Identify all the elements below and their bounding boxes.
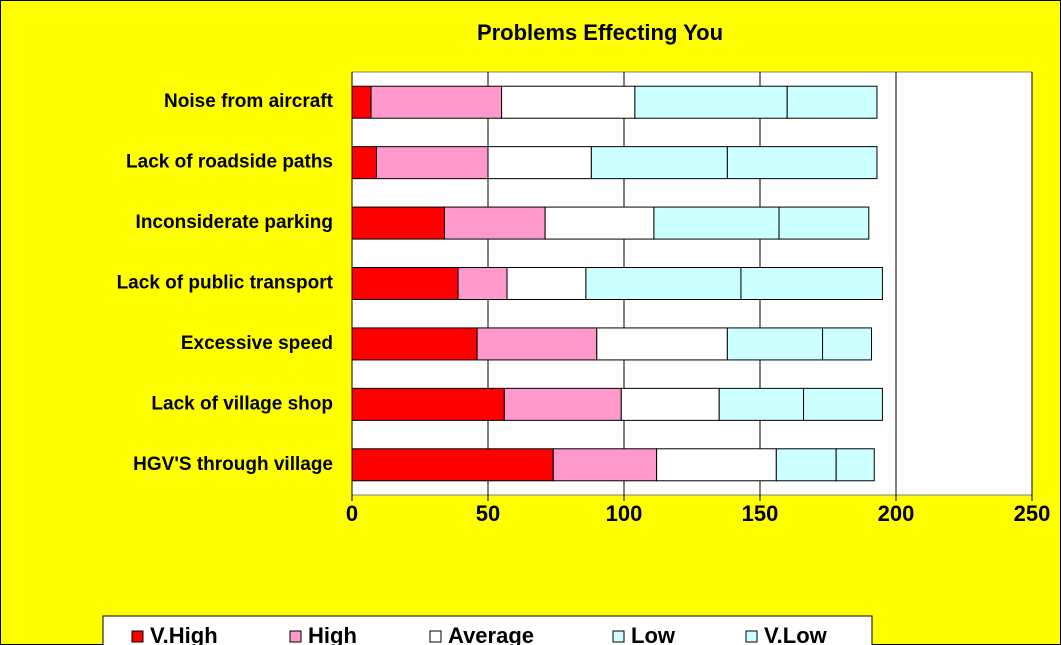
legend-label: V.Low — [764, 623, 828, 645]
bar-segment — [503, 387, 622, 421]
y-tick-label: HGV'S through village — [133, 454, 333, 475]
x-tick-label: 50 — [476, 501, 500, 526]
bar-segment — [786, 85, 878, 119]
x-tick-label: 0 — [346, 501, 358, 526]
bar-segment — [596, 327, 728, 361]
legend-swatch — [612, 630, 625, 643]
bar-segment — [375, 146, 489, 180]
bar-segment — [634, 85, 788, 119]
bar-segment — [803, 387, 883, 421]
x-tick-label: 250 — [1014, 501, 1051, 526]
bar-segment — [501, 85, 636, 119]
legend-box — [102, 615, 873, 645]
y-tick-label: Lack of roadside paths — [126, 152, 333, 173]
legend-swatch — [131, 630, 144, 643]
x-tick-label: 200 — [878, 501, 915, 526]
bar-segment — [620, 387, 720, 421]
bar-segment — [835, 448, 875, 482]
bar-segment — [778, 206, 870, 240]
bar-segment — [351, 387, 505, 421]
bar-segment — [443, 206, 546, 240]
bar-segment — [351, 267, 459, 300]
legend-label: V.High — [150, 623, 218, 645]
legend-swatch — [429, 630, 442, 643]
x-tick-label: 150 — [742, 501, 779, 526]
bar-segment — [656, 448, 777, 482]
bar-segment — [351, 146, 377, 180]
y-tick-label: Lack of public transport — [117, 273, 334, 294]
bar-segment — [457, 267, 508, 300]
bar-segment — [370, 85, 503, 119]
bar-segment — [476, 327, 598, 361]
legend-label: High — [308, 623, 357, 645]
bar-segment — [775, 448, 837, 482]
bar-segment — [351, 448, 554, 482]
legend-label: Average — [448, 623, 534, 645]
bar-segment — [351, 206, 445, 240]
x-tick-label: 100 — [606, 501, 643, 526]
bar-segment — [726, 146, 878, 180]
bar-segment — [590, 146, 728, 180]
bar-segment — [351, 85, 372, 119]
legend-label: Low — [631, 623, 676, 645]
bar-segment — [585, 267, 742, 300]
bar-segment — [726, 327, 824, 361]
y-tick-label: Excessive speed — [181, 333, 333, 354]
legend-swatch — [289, 630, 302, 643]
bar-segment — [653, 206, 780, 240]
bar-segment — [822, 327, 873, 361]
bar-segment — [544, 206, 655, 240]
bar-segment — [487, 146, 592, 180]
y-tick-label: Inconsiderate parking — [136, 212, 333, 233]
bar-segment — [552, 448, 658, 482]
y-tick-label: Noise from aircraft — [164, 91, 334, 112]
legend-swatch — [745, 630, 758, 643]
chart-title: Problems Effecting You — [477, 20, 723, 45]
y-tick-label: Lack of village shop — [151, 393, 333, 414]
bar-segment — [506, 267, 587, 300]
bar-segment — [740, 267, 883, 300]
bar-segment — [351, 327, 478, 361]
bar-segment — [718, 387, 805, 421]
